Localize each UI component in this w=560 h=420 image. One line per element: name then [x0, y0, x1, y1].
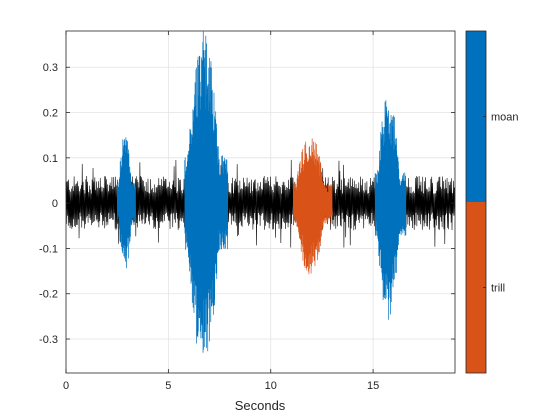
- segment-moan-4: [374, 100, 407, 320]
- y-tick-label: -0.1: [39, 243, 58, 255]
- x-axis-label: Seconds: [235, 398, 286, 413]
- x-tick-label: 15: [367, 380, 379, 392]
- colorbar-swatch-moan: [466, 31, 486, 202]
- segment-moan-2: [184, 31, 229, 353]
- axes-box: [65, 30, 456, 374]
- x-tick-label: 10: [265, 380, 277, 392]
- axes-frame: [65, 30, 456, 374]
- colorbar-label-trill: trill: [491, 283, 505, 295]
- colorbar-label-moan: moan: [491, 112, 519, 124]
- colorbar-swatch-trill: [466, 202, 486, 373]
- y-tick-label: 0: [52, 198, 58, 210]
- segment-trill-3: [292, 138, 333, 275]
- y-tick-label: 0.1: [43, 153, 58, 165]
- y-tick-label: -0.3: [39, 334, 58, 346]
- x-tick-label: 0: [63, 380, 69, 392]
- y-axis-ticks: 0.3 0.2 0.1 0 -0.1 -0.2 -0.3: [39, 62, 455, 346]
- colorbar-frame: [465, 30, 487, 374]
- y-tick-label: 0.2: [43, 108, 58, 120]
- segment-moan-1: [116, 137, 136, 269]
- signal-waveform: [65, 31, 456, 353]
- y-tick-label: 0.3: [43, 62, 58, 74]
- colorbar: moan trill: [465, 30, 519, 374]
- y-tick-label: -0.2: [39, 289, 58, 301]
- x-axis-ticks: 0 5 10 15: [63, 31, 379, 392]
- x-tick-label: 5: [165, 380, 171, 392]
